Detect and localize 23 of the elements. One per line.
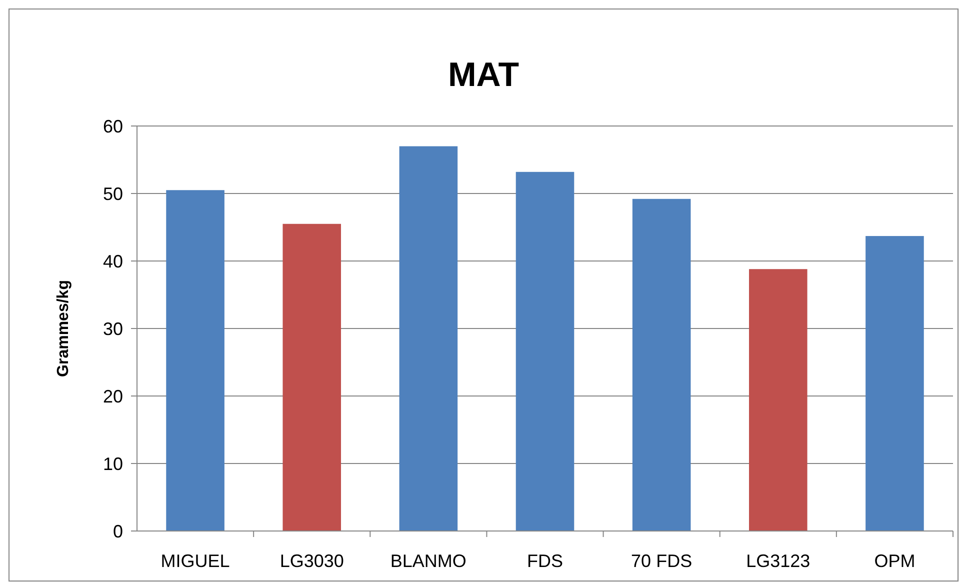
y-tick-label: 20 xyxy=(102,386,123,406)
y-tick-label: 30 xyxy=(102,318,123,339)
x-tick-label: OPM xyxy=(874,551,916,571)
x-tick-label: LG3030 xyxy=(280,551,344,571)
x-tick-label: LG3123 xyxy=(746,551,810,571)
y-axis-title: Grammes/kg xyxy=(55,280,72,377)
y-tick-label: 10 xyxy=(102,454,123,474)
bar xyxy=(632,198,691,531)
bar xyxy=(282,224,341,531)
bar xyxy=(516,172,574,531)
bar xyxy=(749,269,808,531)
y-tick-label: 0 xyxy=(112,521,123,542)
x-tick-label: MIGUEL xyxy=(160,551,230,571)
bar xyxy=(399,146,458,531)
y-tick-label: 50 xyxy=(102,184,123,204)
x-tick-label: FDS xyxy=(527,551,563,571)
y-tick-label: 60 xyxy=(102,116,123,136)
x-tick-label: 70 FDS xyxy=(631,551,692,571)
bar xyxy=(166,190,224,531)
y-tick-label: 40 xyxy=(102,251,123,272)
chart-title: MAT xyxy=(448,56,520,94)
bar xyxy=(866,236,924,531)
x-tick-label: BLANMO xyxy=(390,551,466,571)
